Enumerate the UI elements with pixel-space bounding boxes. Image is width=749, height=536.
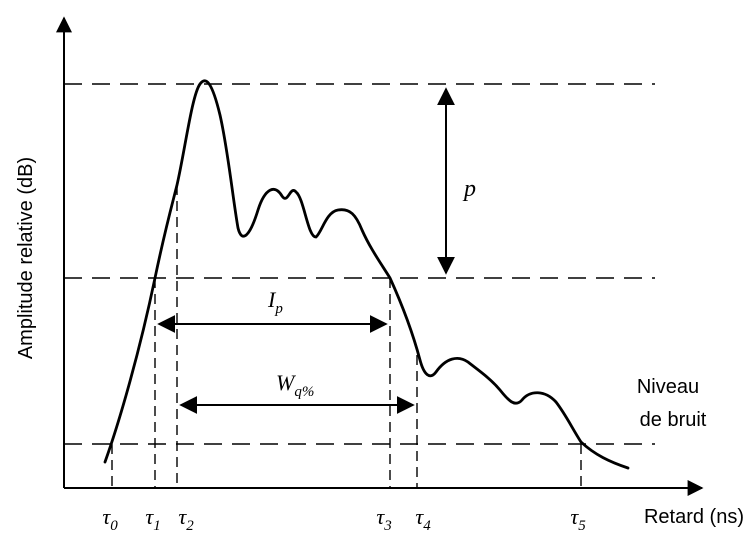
tau1-label: τ1 [145, 504, 160, 534]
tau0-label: τ0 [102, 504, 118, 534]
tau5-label: τ5 [570, 504, 586, 534]
delay-profile-curve [103, 79, 630, 470]
noise-level-label-line2: de bruit [640, 409, 707, 431]
p-label: p [462, 176, 476, 202]
tau3-label: τ3 [376, 504, 391, 534]
y-axis-label: Amplitude relative (dB) [15, 157, 37, 359]
wq-label: Wq% [276, 370, 314, 400]
noise-level-label-line1: Niveau [637, 376, 699, 398]
tau2-label: τ2 [178, 504, 194, 534]
x-axis-label: Retard (ns) [644, 506, 744, 528]
tau4-label: τ4 [415, 504, 431, 534]
ip-label: Ip [267, 287, 283, 317]
